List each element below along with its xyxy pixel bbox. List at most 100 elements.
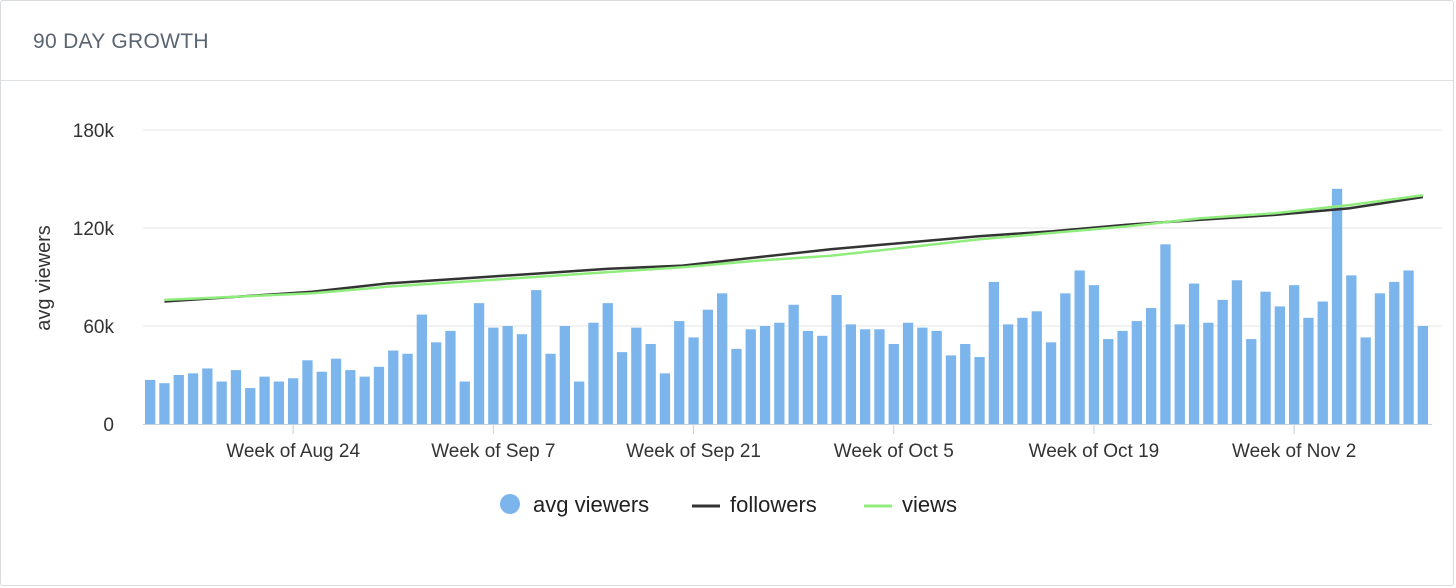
bar[interactable]	[988, 281, 999, 424]
bar[interactable]	[788, 304, 799, 424]
bar[interactable]	[974, 357, 985, 424]
bar[interactable]	[345, 370, 356, 424]
bar[interactable]	[817, 335, 828, 424]
bar[interactable]	[860, 329, 871, 424]
legend[interactable]: avg viewers followers views	[500, 492, 957, 517]
bar[interactable]	[216, 381, 227, 424]
bar[interactable]	[1389, 281, 1400, 424]
bar[interactable]	[774, 322, 785, 424]
bar[interactable]	[917, 327, 928, 424]
bar[interactable]	[431, 342, 442, 424]
bar[interactable]	[645, 343, 656, 424]
bar[interactable]	[717, 293, 728, 424]
bar[interactable]	[702, 309, 713, 424]
bar[interactable]	[902, 322, 914, 424]
bar[interactable]	[1117, 330, 1128, 424]
bar[interactable]	[245, 388, 256, 424]
bar[interactable]	[1274, 306, 1285, 424]
bar[interactable]	[1417, 326, 1428, 424]
bar[interactable]	[574, 381, 585, 424]
bar[interactable]	[731, 348, 742, 424]
bar[interactable]	[1260, 291, 1271, 424]
bar[interactable]	[931, 330, 942, 424]
bar[interactable]	[145, 379, 156, 424]
x-tick-label: Week of Oct 19	[1029, 441, 1160, 462]
bar[interactable]	[1217, 299, 1228, 424]
bar[interactable]	[759, 326, 771, 424]
bar[interactable]	[674, 321, 685, 424]
bar[interactable]	[1060, 293, 1071, 424]
bar[interactable]	[588, 322, 599, 424]
bar[interactable]	[445, 330, 456, 424]
bar[interactable]	[1174, 324, 1185, 424]
bar[interactable]	[402, 353, 413, 424]
legend-item-followers[interactable]: followers	[692, 492, 817, 517]
bar[interactable]	[688, 337, 699, 424]
bar[interactable]	[316, 371, 327, 424]
bar[interactable]	[516, 334, 528, 424]
bar[interactable]	[1374, 293, 1386, 424]
bar[interactable]	[1188, 283, 1200, 424]
y-axis: 0 60k 120k 180k	[73, 121, 115, 436]
bar[interactable]	[1331, 188, 1343, 424]
bar[interactable]	[1317, 301, 1328, 425]
bar[interactable]	[373, 366, 385, 424]
bar[interactable]	[1017, 317, 1028, 424]
bar[interactable]	[473, 303, 485, 424]
bar[interactable]	[1088, 285, 1100, 424]
legend-symbol	[500, 494, 520, 514]
bar[interactable]	[845, 324, 856, 424]
bar[interactable]	[1403, 270, 1414, 424]
bar[interactable]	[1131, 321, 1142, 424]
line-views[interactable]	[164, 194, 1424, 302]
bar[interactable]	[1146, 308, 1157, 424]
bar[interactable]	[288, 378, 299, 424]
bar[interactable]	[1231, 280, 1243, 424]
legend-item-views[interactable]: views	[864, 492, 957, 517]
bar[interactable]	[559, 326, 570, 424]
bar[interactable]	[1003, 324, 1014, 424]
bar[interactable]	[259, 376, 270, 424]
bar[interactable]	[874, 329, 885, 424]
bar[interactable]	[745, 329, 756, 424]
bar[interactable]	[1289, 285, 1300, 424]
bar[interactable]	[459, 381, 470, 424]
bar[interactable]	[616, 352, 628, 424]
bar[interactable]	[1346, 275, 1357, 424]
bar[interactable]	[1246, 339, 1257, 424]
bar[interactable]	[173, 375, 184, 424]
line-series	[164, 194, 1424, 303]
bar[interactable]	[1103, 339, 1114, 424]
bar[interactable]	[502, 326, 513, 424]
bar[interactable]	[602, 303, 613, 424]
bar[interactable]	[831, 294, 842, 424]
bar[interactable]	[359, 376, 370, 424]
bar[interactable]	[302, 360, 313, 424]
bar[interactable]	[488, 327, 499, 424]
bar[interactable]	[531, 290, 542, 424]
bar[interactable]	[802, 330, 814, 424]
bar[interactable]	[545, 353, 556, 424]
legend-item-avg-viewers[interactable]: avg viewers	[500, 492, 649, 517]
bar[interactable]	[659, 373, 671, 424]
bar[interactable]	[230, 370, 242, 424]
bar[interactable]	[1031, 311, 1042, 424]
bar[interactable]	[159, 383, 170, 424]
bar[interactable]	[1203, 322, 1214, 424]
line-followers[interactable]	[164, 195, 1424, 303]
bar[interactable]	[1045, 342, 1057, 424]
bar[interactable]	[631, 327, 642, 424]
bar[interactable]	[202, 368, 213, 424]
bar[interactable]	[1360, 337, 1371, 424]
bar[interactable]	[416, 314, 427, 424]
bar[interactable]	[1160, 244, 1171, 424]
bar[interactable]	[1074, 270, 1085, 424]
bar[interactable]	[945, 355, 957, 424]
bar[interactable]	[388, 350, 399, 425]
bar[interactable]	[1303, 317, 1314, 424]
bar[interactable]	[888, 343, 899, 424]
bar[interactable]	[330, 358, 342, 424]
bar[interactable]	[187, 373, 199, 424]
bar[interactable]	[960, 343, 971, 424]
bar[interactable]	[273, 381, 284, 424]
